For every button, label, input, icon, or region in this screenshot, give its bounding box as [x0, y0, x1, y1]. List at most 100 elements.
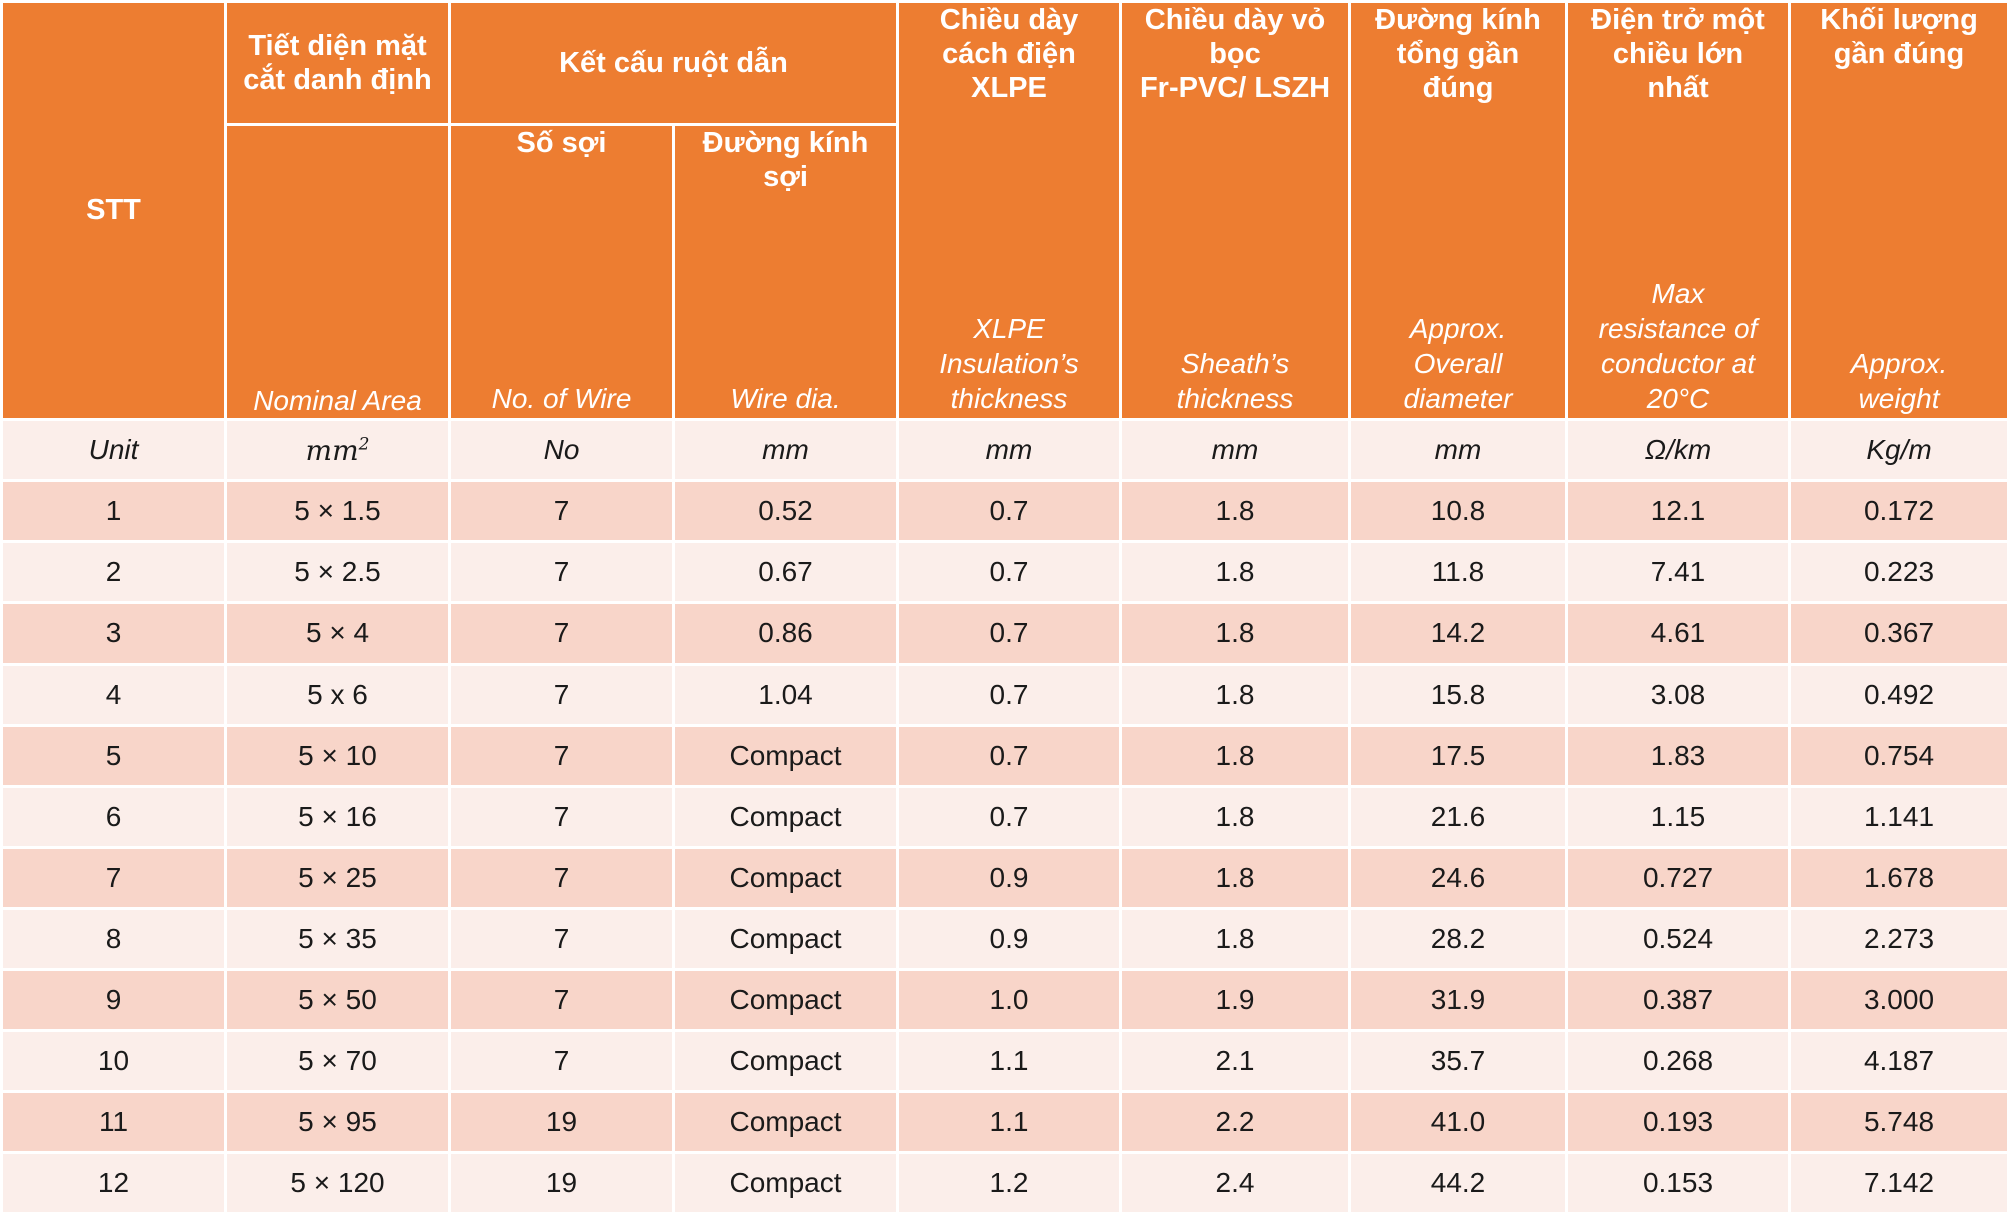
header-nominal-area-vn: Tiết diện mặt cắt danh định [224, 0, 451, 127]
cell-wire-dia: Compact [672, 1150, 899, 1215]
cell-weight: 1.678 [1788, 845, 2007, 910]
header-wires-en: No. of Wire [491, 383, 632, 415]
unit-area-exponent: 2 [358, 434, 370, 455]
header-insulation-en: XLPE Insulation’s thickness [939, 313, 1079, 415]
header-wiredia-vn: Đường kính sợi [702, 127, 869, 194]
cell-no-of-wire: 7 [448, 540, 675, 605]
unit-label: Unit [0, 418, 227, 483]
cell-wire-dia: 0.86 [672, 601, 899, 666]
cell-overall-diameter: 35.7 [1348, 1028, 1568, 1093]
cell-wire-dia: 0.67 [672, 540, 899, 605]
header-sheath-thickness: Chiều dày vỏ bọc Fr-PVC/ LSZH Sheath’s th… [1119, 0, 1351, 422]
table-row: 10 5 × 70 7 Compact 1.1 2.1 35.7 0.268 4.187 [0, 1028, 2007, 1093]
cell-resistance: 0.524 [1565, 906, 1791, 971]
cell-overall-diameter: 14.2 [1348, 601, 1568, 666]
header-conductor-structure: Kết cấu ruột dẫn [448, 0, 899, 127]
cell-overall-diameter: 10.8 [1348, 479, 1568, 544]
cell-sheath: 1.8 [1119, 845, 1351, 910]
cell-resistance: 0.193 [1565, 1089, 1791, 1154]
cell-insulation: 0.7 [896, 662, 1122, 727]
cell-sheath: 1.8 [1119, 601, 1351, 666]
cell-weight: 2.273 [1788, 906, 2007, 971]
cell-overall-diameter: 44.2 [1348, 1150, 1568, 1215]
header-approx-weight: Khối lượng gần đúng Approx. weight [1788, 0, 2007, 422]
unit-row: Unit mm2 No mm mm mm mm Ω/km Kg/m [0, 418, 2007, 483]
cell-wire-dia: Compact [672, 845, 899, 910]
cell-overall-diameter: 41.0 [1348, 1089, 1568, 1154]
cell-wire-dia: Compact [672, 906, 899, 971]
cell-weight: 0.492 [1788, 662, 2007, 727]
cell-weight: 0.223 [1788, 540, 2007, 605]
cell-stt: 5 [0, 723, 227, 788]
cell-nominal-area: 5 x 6 [224, 662, 451, 727]
cell-sheath: 1.8 [1119, 662, 1351, 727]
cell-sheath: 1.8 [1119, 906, 1351, 971]
cell-nominal-area: 5 × 1.5 [224, 479, 451, 544]
cell-overall-diameter: 11.8 [1348, 540, 1568, 605]
cell-overall-diameter: 24.6 [1348, 845, 1568, 910]
cell-stt: 11 [0, 1089, 227, 1154]
cell-resistance: 0.268 [1565, 1028, 1791, 1093]
unit-resistance: Ω/km [1565, 418, 1791, 483]
cell-weight: 0.172 [1788, 479, 2007, 544]
cell-no-of-wire: 7 [448, 479, 675, 544]
cell-sheath: 2.1 [1119, 1028, 1351, 1093]
cell-wire-dia: Compact [672, 1089, 899, 1154]
cell-resistance: 1.15 [1565, 784, 1791, 849]
cell-insulation: 0.9 [896, 845, 1122, 910]
cell-resistance: 1.83 [1565, 723, 1791, 788]
cell-resistance: 4.61 [1565, 601, 1791, 666]
cell-wire-dia: 0.52 [672, 479, 899, 544]
cell-stt: 2 [0, 540, 227, 605]
cell-overall-diameter: 17.5 [1348, 723, 1568, 788]
cell-sheath: 1.9 [1119, 967, 1351, 1032]
unit-weight: Kg/m [1788, 418, 2007, 483]
header-resistance-vn: Điện trở một chiều lớn nhất [1591, 4, 1765, 104]
cell-no-of-wire: 19 [448, 1150, 675, 1215]
cell-overall-diameter: 21.6 [1348, 784, 1568, 849]
cell-sheath: 2.2 [1119, 1089, 1351, 1154]
cell-insulation: 0.7 [896, 601, 1122, 666]
cell-resistance: 0.727 [1565, 845, 1791, 910]
header-sheath-en: Sheath’s thickness [1176, 348, 1294, 415]
header-overall-en: Approx. Overall diameter [1403, 313, 1513, 415]
cell-weight: 5.748 [1788, 1089, 2007, 1154]
cell-nominal-area: 5 × 16 [224, 784, 451, 849]
cell-no-of-wire: 7 [448, 906, 675, 971]
cell-overall-diameter: 28.2 [1348, 906, 1568, 971]
unit-wires: No [448, 418, 675, 483]
cell-weight: 4.187 [1788, 1028, 2007, 1093]
header-no-of-wire: Số sợi No. of Wire [448, 123, 675, 422]
cell-nominal-area: 5 × 10 [224, 723, 451, 788]
unit-insulation: mm [896, 418, 1122, 483]
cell-insulation: 1.0 [896, 967, 1122, 1032]
cell-weight: 7.142 [1788, 1150, 2007, 1215]
cell-nominal-area: 5 × 2.5 [224, 540, 451, 605]
header-wires-vn: Số sợi [516, 127, 607, 160]
cell-no-of-wire: 7 [448, 784, 675, 849]
cell-insulation: 0.7 [896, 479, 1122, 544]
cell-resistance: 12.1 [1565, 479, 1791, 544]
unit-sheath: mm [1119, 418, 1351, 483]
cell-sheath: 1.8 [1119, 479, 1351, 544]
cell-stt: 3 [0, 601, 227, 666]
cell-sheath: 1.8 [1119, 723, 1351, 788]
cell-sheath: 2.4 [1119, 1150, 1351, 1215]
table-row: 12 5 × 120 19 Compact 1.2 2.4 44.2 0.153 7.142 [0, 1150, 2007, 1215]
header-insulation-thickness: Chiều dày cách điện XLPE XLPE Insulation’… [896, 0, 1122, 422]
cell-nominal-area: 5 × 25 [224, 845, 451, 910]
cell-no-of-wire: 7 [448, 845, 675, 910]
cell-resistance: 7.41 [1565, 540, 1791, 605]
cell-nominal-area: 5 × 70 [224, 1028, 451, 1093]
cell-resistance: 0.153 [1565, 1150, 1791, 1215]
cell-overall-diameter: 31.9 [1348, 967, 1568, 1032]
header-area-en: Nominal Area [253, 385, 422, 417]
cell-stt: 12 [0, 1150, 227, 1215]
cell-sheath: 1.8 [1119, 784, 1351, 849]
header-resistance-en: Max resistance of conductor at 20°C [1598, 278, 1758, 415]
cell-nominal-area: 5 × 50 [224, 967, 451, 1032]
header-wiredia-en: Wire dia. [730, 383, 841, 415]
